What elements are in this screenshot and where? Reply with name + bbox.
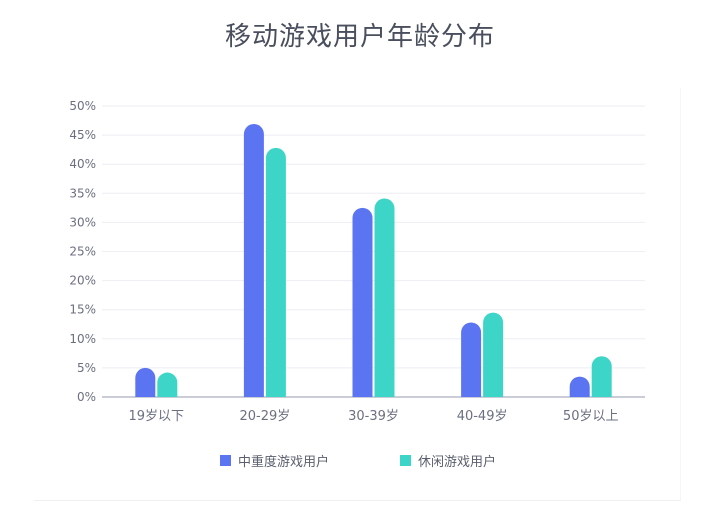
bar-0-1 bbox=[243, 124, 264, 398]
bar-1-4 bbox=[591, 356, 612, 397]
x-tick-label: 20-29岁 bbox=[240, 409, 291, 424]
y-tick-label: 5% bbox=[77, 361, 96, 375]
bar-1-2 bbox=[374, 198, 395, 397]
y-tick-label: 45% bbox=[69, 128, 96, 142]
y-tick-label: 0% bbox=[77, 390, 96, 404]
bar-0-3 bbox=[461, 322, 482, 397]
y-tick-label: 20% bbox=[69, 274, 96, 288]
legend-label: 中重度游戏用户 bbox=[238, 455, 330, 470]
legend-swatch bbox=[400, 455, 411, 466]
chart-title: 移动游戏用户年龄分布 bbox=[224, 22, 495, 52]
chart-card bbox=[34, 88, 681, 501]
bar-1-1 bbox=[265, 147, 286, 397]
y-tick-label: 30% bbox=[69, 215, 96, 229]
legend-item-series-0[interactable]: 中重度游戏用户 bbox=[220, 451, 329, 470]
y-tick-label: 35% bbox=[69, 186, 96, 200]
x-tick-label: 40-49岁 bbox=[457, 409, 508, 424]
y-tick-label: 25% bbox=[69, 245, 96, 259]
bar-1-0 bbox=[157, 372, 178, 397]
y-tick-label: 10% bbox=[69, 332, 96, 346]
x-tick-label: 30-39岁 bbox=[348, 409, 399, 424]
y-tick-label: 15% bbox=[69, 303, 96, 317]
y-tick-label: 40% bbox=[69, 157, 96, 171]
legend-swatch bbox=[220, 455, 231, 466]
bar-0-0 bbox=[135, 367, 156, 397]
bar-1-3 bbox=[483, 312, 504, 397]
x-tick-label: 19岁以下 bbox=[129, 409, 185, 424]
x-tick-label: 50岁以上 bbox=[563, 409, 619, 424]
legend-item-series-1[interactable]: 休闲游戏用户 bbox=[400, 451, 496, 470]
legend-label: 休闲游戏用户 bbox=[418, 455, 497, 470]
y-tick-label: 50% bbox=[69, 99, 96, 113]
bar-0-2 bbox=[352, 207, 373, 397]
bar-0-4 bbox=[569, 376, 590, 397]
